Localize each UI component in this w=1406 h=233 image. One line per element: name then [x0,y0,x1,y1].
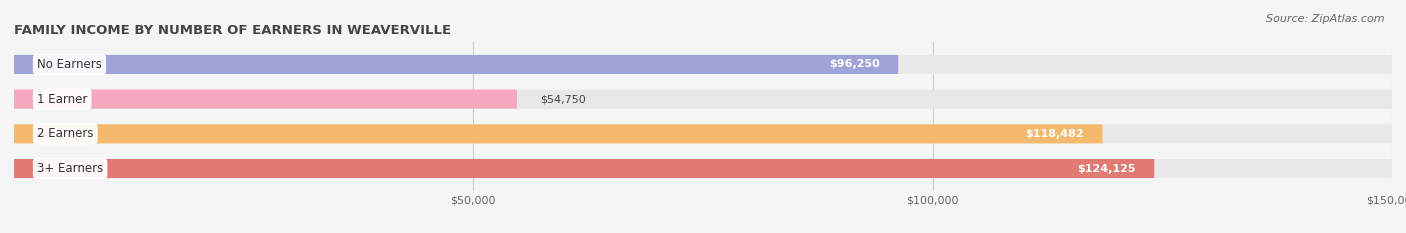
Text: $118,482: $118,482 [1025,129,1084,139]
Text: Source: ZipAtlas.com: Source: ZipAtlas.com [1267,14,1385,24]
FancyBboxPatch shape [14,90,517,109]
Text: $54,750: $54,750 [540,94,586,104]
Text: No Earners: No Earners [37,58,101,71]
Text: FAMILY INCOME BY NUMBER OF EARNERS IN WEAVERVILLE: FAMILY INCOME BY NUMBER OF EARNERS IN WE… [14,24,451,37]
Text: 3+ Earners: 3+ Earners [37,162,103,175]
Text: $96,250: $96,250 [830,59,880,69]
FancyBboxPatch shape [14,159,1154,178]
Text: 1 Earner: 1 Earner [37,93,87,106]
FancyBboxPatch shape [14,159,1392,178]
FancyBboxPatch shape [14,90,1392,109]
Text: 2 Earners: 2 Earners [37,127,94,140]
FancyBboxPatch shape [14,124,1392,143]
FancyBboxPatch shape [14,55,898,74]
FancyBboxPatch shape [14,124,1102,143]
FancyBboxPatch shape [14,55,1392,74]
Text: $124,125: $124,125 [1077,164,1136,174]
